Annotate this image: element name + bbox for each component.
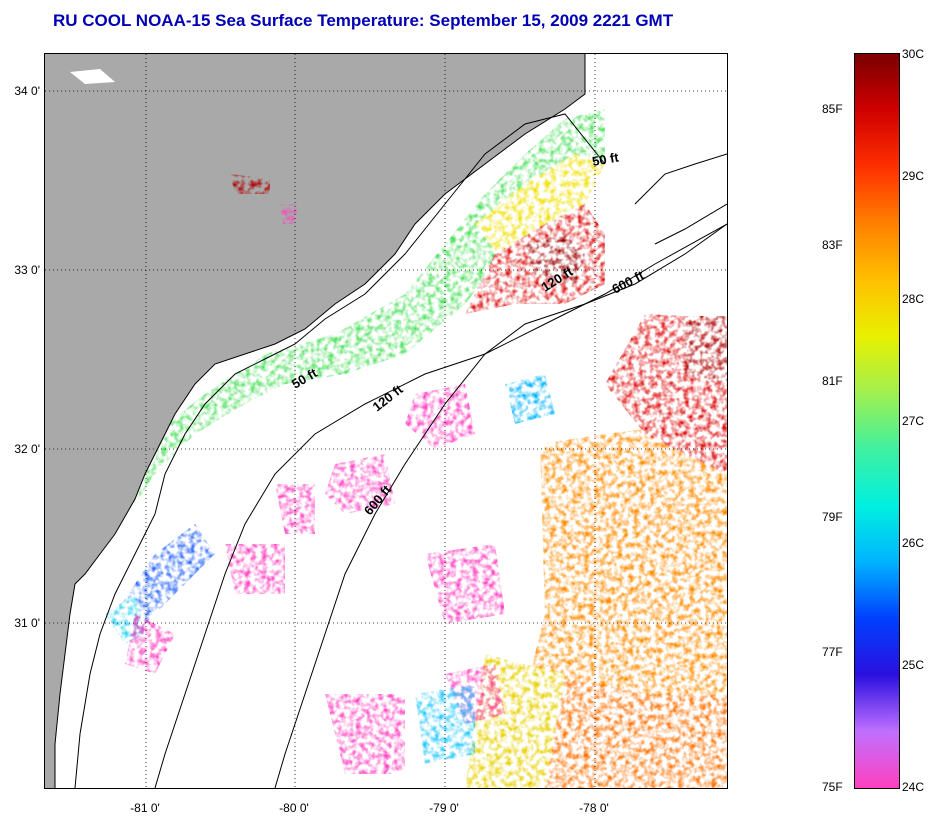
sst-patch-magenta-2 (325, 454, 395, 514)
sst-patch-magenta-7 (125, 614, 175, 674)
colorbar-label-81f: 81F (822, 374, 843, 388)
colorbar-label-27c: 27C (902, 414, 925, 428)
lon-label-78: -78 0' (579, 801, 609, 815)
sst-cool-scatter (415, 374, 555, 764)
inland-sst-blob-1 (230, 174, 270, 194)
colorbar-label-28c: 28C (902, 292, 925, 306)
sst-patch-yellow-nearshore (475, 154, 605, 264)
colorbar-label-25c: 25C (902, 658, 925, 672)
colorbar-label-26c: 26C (902, 536, 925, 550)
inland-sst-blob-2 (280, 204, 297, 224)
sst-patch-cyan-mid (505, 374, 555, 424)
coastline-northeast (634, 153, 727, 245)
land-mass (45, 54, 585, 788)
land-lake-northwest (70, 69, 115, 84)
graticule (45, 54, 727, 788)
sst-warm-field (465, 314, 727, 788)
sst-patch-green-nearshore (125, 109, 605, 504)
sst-patch-blue-southshore (115, 524, 215, 634)
sst-patch-darkred-east (685, 316, 727, 384)
isobath-label-600ft-north: 600 ft (609, 267, 647, 297)
colorbar-label-77f: 77F (822, 645, 843, 659)
inland-sst-islands (230, 174, 297, 224)
colorbar-label-30c: 30C (902, 47, 925, 61)
sst-map: 50 ft 50 ft 120 ft 120 ft 600 ft 600 ft (44, 53, 728, 789)
sst-patch-magenta-5 (425, 544, 505, 624)
map-title: RU COOL NOAA-15 Sea Surface Temperature:… (53, 11, 674, 30)
colorbar-label-83f: 83F (822, 238, 843, 252)
lon-label-81: -81 0' (130, 801, 160, 815)
sst-patch-orange-south (525, 674, 727, 788)
lat-label-34: 34 0' (14, 84, 40, 98)
colorbar-label-85f: 85F (822, 102, 843, 116)
temperature-colorbar (854, 53, 900, 789)
sst-patch-magenta-3 (275, 484, 315, 534)
colorbar-label-24c: 24C (902, 780, 925, 794)
colorbar-label-29c: 29C (902, 169, 925, 183)
sst-patch-magenta-4 (225, 544, 285, 594)
sst-patch-cyan-south (415, 684, 475, 764)
isobath-600ft (274, 223, 727, 788)
lon-label-80: -80 0' (279, 801, 309, 815)
sst-patch-magenta-6 (325, 694, 405, 774)
map-canvas: 50 ft 50 ft 120 ft 120 ft 600 ft 600 ft (45, 54, 727, 788)
isobath-label-50ft-north: 50 ft (591, 149, 621, 169)
colorbar-label-75f: 75F (822, 780, 843, 794)
lat-label-32: 32 0' (14, 442, 40, 456)
sst-patch-magenta-1 (405, 384, 475, 449)
lat-label-31: 31 0' (14, 616, 40, 630)
colorbar-label-79f: 79F (822, 510, 843, 524)
lon-label-79: -79 0' (429, 801, 459, 815)
inland-specks (70, 69, 115, 84)
isobath-50ft (74, 113, 606, 788)
sst-patch-darkred-plume (525, 234, 585, 284)
lat-label-33: 33 0' (14, 263, 40, 277)
